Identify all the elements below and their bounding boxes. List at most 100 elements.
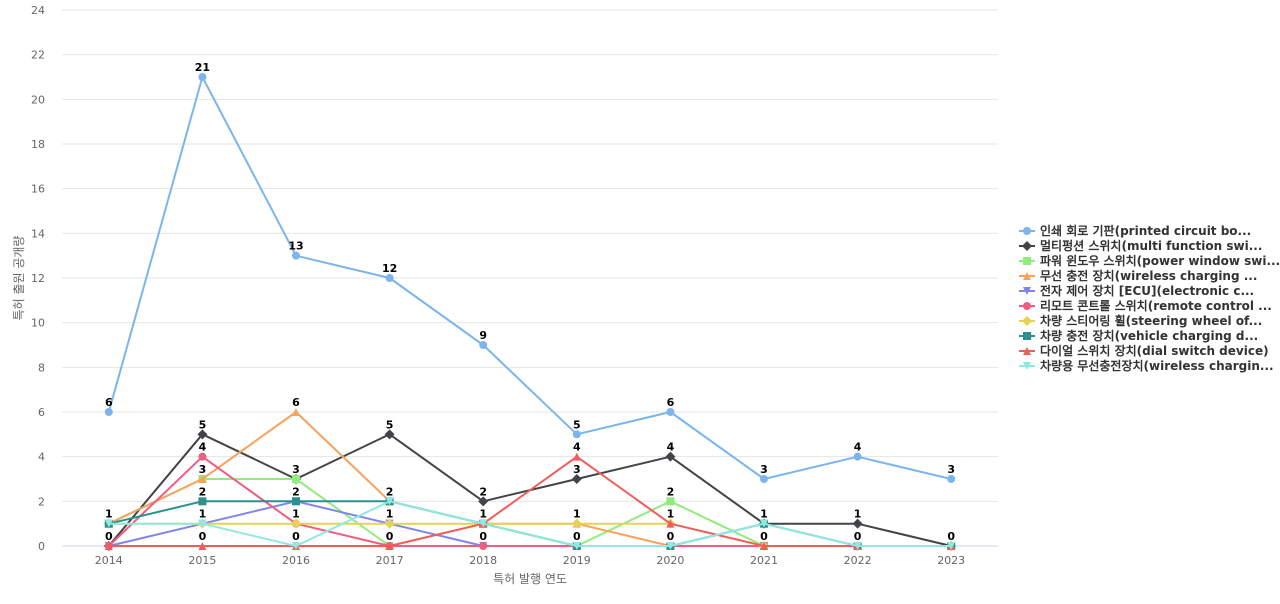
legend-item[interactable]: 차량 충전 장치(vehicle charging d... — [1019, 328, 1258, 343]
data-point — [572, 452, 581, 461]
series-line — [107, 76, 952, 480]
data-point — [1023, 227, 1031, 235]
data-point — [478, 496, 489, 507]
x-tick-label: 2019 — [563, 554, 591, 567]
data-labels: 6102154321013632101252109210543106421031… — [105, 61, 955, 543]
x-tick-label: 2022 — [844, 554, 872, 567]
data-point — [479, 341, 488, 349]
legend-label: 리모트 콘트롤 스위치(remote control ... — [1040, 298, 1272, 313]
data-label: 1 — [386, 508, 394, 521]
data-label: 4 — [573, 441, 581, 454]
legend-label: 인쇄 회로 기판(printed circuit bo... — [1040, 223, 1251, 238]
data-label: 12 — [382, 262, 397, 275]
data-label: 5 — [573, 418, 581, 431]
data-point — [104, 542, 113, 550]
data-label: 3 — [199, 463, 207, 476]
axes: 특허 출원 공개량 특허 발행 연도 024681012141618202224… — [12, 4, 965, 586]
legend[interactable]: 인쇄 회로 기판(printed circuit bo...멀티펑션 스위치(m… — [1019, 223, 1280, 373]
series-line — [108, 455, 952, 547]
series-lines — [103, 73, 957, 551]
data-point — [1023, 302, 1031, 310]
data-label: 0 — [760, 530, 768, 543]
data-point — [292, 497, 300, 506]
y-tick-label: 12 — [31, 272, 45, 285]
data-point — [385, 497, 394, 506]
data-point — [1023, 272, 1031, 280]
data-point — [666, 519, 675, 528]
data-label: 5 — [386, 418, 394, 431]
y-axis-title: 특허 출원 공개량 — [12, 236, 26, 321]
data-point — [571, 474, 582, 484]
gridlines — [62, 9, 998, 547]
data-label: 9 — [479, 329, 487, 342]
legend-label: 차량 충전 장치(vehicle charging d... — [1040, 328, 1258, 343]
data-label: 1 — [760, 508, 768, 521]
legend-item[interactable]: 파워 윈도우 스위치(power window swi... — [1019, 253, 1280, 268]
data-label: 4 — [667, 441, 675, 454]
data-point — [479, 519, 488, 528]
data-point — [104, 408, 113, 416]
legend-label: 차량 스티어링 휠(steering wheel of... — [1040, 313, 1262, 328]
data-point — [479, 542, 488, 550]
series-line — [108, 500, 952, 547]
data-label: 3 — [573, 463, 581, 476]
legend-item[interactable]: 다이얼 스위치 장치(dial switch device) — [1019, 343, 1269, 358]
data-label: 13 — [288, 240, 303, 253]
y-tick-label: 22 — [31, 49, 45, 62]
data-point — [571, 518, 582, 529]
data-point — [384, 518, 395, 529]
legend-item[interactable]: 리모트 콘트롤 스위치(remote control ... — [1019, 298, 1272, 313]
legend-item[interactable]: 무선 충전 장치(wireless charging ... — [1019, 268, 1257, 283]
legend-item[interactable]: 멀티펑션 스위치(multi function swi... — [1019, 238, 1262, 253]
data-label: 2 — [199, 485, 207, 498]
legend-item[interactable]: 인쇄 회로 기판(printed circuit bo... — [1019, 223, 1251, 238]
data-label: 0 — [386, 530, 394, 543]
data-label: 3 — [947, 463, 955, 476]
data-label: 1 — [667, 508, 675, 521]
data-label: 0 — [667, 530, 675, 543]
legend-label: 다이얼 스위치 장치(dial switch device) — [1040, 343, 1269, 358]
data-label: 1 — [573, 508, 581, 521]
data-label: 5 — [199, 418, 207, 431]
legend-item[interactable]: 차량 스티어링 휠(steering wheel of... — [1019, 313, 1262, 328]
data-point — [852, 518, 863, 529]
x-tick-label: 2015 — [188, 554, 216, 567]
legend-item[interactable]: 전자 제어 장치 [ECU](electronic c... — [1019, 283, 1254, 298]
y-tick-label: 6 — [38, 406, 45, 419]
legend-item[interactable]: 차량용 무선충전장치(wireless chargin... — [1019, 358, 1274, 373]
data-label: 1 — [479, 508, 487, 521]
data-point — [1022, 316, 1032, 326]
x-tick-label: 2017 — [376, 554, 404, 567]
legend-label: 전자 제어 장치 [ECU](electronic c... — [1040, 283, 1254, 298]
data-label: 6 — [292, 396, 300, 409]
data-point — [666, 497, 675, 506]
data-point — [198, 73, 207, 81]
legend-label: 무선 충전 장치(wireless charging ... — [1040, 268, 1257, 283]
y-tick-label: 2 — [38, 495, 45, 508]
data-point — [1023, 362, 1031, 370]
data-label: 0 — [854, 530, 862, 543]
data-point — [666, 408, 675, 416]
x-tick-label: 2014 — [95, 554, 123, 567]
y-tick-label: 16 — [31, 183, 45, 196]
y-tick-label: 18 — [31, 138, 45, 151]
data-point — [760, 542, 768, 550]
data-point — [947, 542, 956, 550]
data-point — [385, 542, 394, 550]
data-label: 0 — [199, 530, 207, 543]
data-point — [104, 519, 113, 528]
data-label: 21 — [195, 61, 210, 74]
data-label: 2 — [292, 485, 300, 498]
legend-label: 멀티펑션 스위치(multi function swi... — [1040, 238, 1262, 253]
data-label: 2 — [667, 485, 675, 498]
data-label: 4 — [854, 441, 862, 454]
data-point — [198, 542, 207, 550]
data-label: 3 — [292, 463, 300, 476]
data-point — [1023, 257, 1031, 265]
data-label: 6 — [105, 396, 113, 409]
x-tick-label: 2020 — [656, 554, 684, 567]
data-point — [291, 518, 301, 529]
data-point — [385, 274, 394, 282]
data-point — [384, 429, 395, 440]
